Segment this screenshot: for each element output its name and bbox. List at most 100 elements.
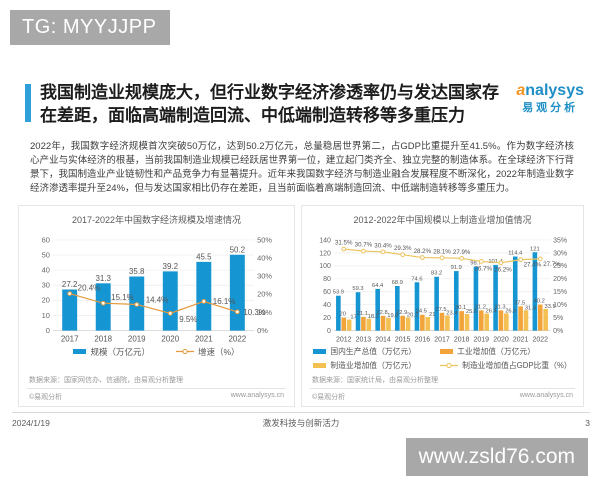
bar xyxy=(336,295,341,331)
x-axis-label: 2021 xyxy=(513,337,529,344)
bar xyxy=(414,282,420,331)
right-axis-tick: 25% xyxy=(553,263,567,270)
bar xyxy=(196,261,212,331)
bar-value-label: 31.2 xyxy=(475,304,486,310)
chart-source-digital-economy: 数据来源：国家网信办、信通院，由易观分析整理 xyxy=(27,371,286,389)
bar-value-label: 98.7 xyxy=(470,261,481,267)
x-axis-label: 2015 xyxy=(395,337,411,344)
bar-value-label: 83.2 xyxy=(431,271,442,277)
right-axis-tick: 5% xyxy=(553,315,563,322)
line-value-label: 26.2% xyxy=(494,267,512,274)
legend-label: 国内生产总值（万亿元） xyxy=(330,346,417,356)
x-axis-label: 2022 xyxy=(228,335,246,344)
legend-line-swatch xyxy=(440,362,459,368)
trend-line xyxy=(69,293,238,315)
left-axis-tick: 0 xyxy=(327,328,331,335)
right-axis-tick: 50% xyxy=(257,235,272,244)
tg-watermark-badge: TG: MYYJJPP xyxy=(10,10,171,45)
right-axis-tick: 20% xyxy=(257,290,272,299)
line-marker xyxy=(234,309,240,315)
line-marker xyxy=(459,256,465,261)
bar-value-label: 25.6 xyxy=(466,309,477,315)
line-marker xyxy=(478,259,484,264)
footer-page-number: 3 xyxy=(585,417,590,428)
legend-item: 国内生产总值（万亿元） xyxy=(313,346,416,357)
legend-label: 增速（%） xyxy=(197,346,240,357)
left-axis-tick: 80 xyxy=(323,276,331,283)
legend-label: 工业增加值（万亿元） xyxy=(457,346,536,356)
right-axis-tick: 35% xyxy=(553,237,567,244)
x-axis-label: 2018 xyxy=(94,335,112,344)
x-axis-label: 2013 xyxy=(356,337,372,344)
legend-label: 制造业增加值（万亿元） xyxy=(330,360,417,370)
x-axis-label: 2016 xyxy=(415,337,431,344)
bar xyxy=(380,315,386,331)
line-value-label: 15.1% xyxy=(111,293,134,302)
line-value-label: 30.7% xyxy=(355,242,373,249)
bar-value-label: 27.5 xyxy=(435,307,446,313)
legend-bar-swatch xyxy=(73,349,87,355)
right-axis-tick: 0% xyxy=(553,328,563,335)
left-axis-tick: 100 xyxy=(319,263,331,270)
bar-value-label: 27.2 xyxy=(62,280,78,289)
bar xyxy=(375,288,380,331)
left-axis-tick: 40 xyxy=(323,302,331,309)
url-watermark-badge: www.zsld76.com xyxy=(405,438,588,476)
chart-website-link[interactable]: www.analysys.cn xyxy=(519,391,573,399)
line-value-label: 27.4% xyxy=(524,262,542,269)
left-axis-tick: 0 xyxy=(46,326,50,335)
line-marker xyxy=(201,299,207,304)
right-axis-tick: 15% xyxy=(553,289,567,296)
bar xyxy=(493,265,498,331)
x-axis-label: 2018 xyxy=(454,337,470,344)
line-marker xyxy=(537,256,543,262)
bar xyxy=(439,312,445,331)
line-marker xyxy=(167,311,173,316)
bar xyxy=(425,317,431,331)
right-axis-tick: 0% xyxy=(257,326,268,335)
line-marker xyxy=(134,302,140,307)
bar-value-label: 53.9 xyxy=(333,290,344,296)
bar-value-label: 91.9 xyxy=(451,265,462,271)
right-axis-tick: 40% xyxy=(257,254,272,263)
legend-item: 制造业增加值（万亿元） xyxy=(313,360,416,371)
bar-value-label: 39.2 xyxy=(163,262,179,271)
bar xyxy=(445,315,450,331)
legend-item: 规模（万亿元） xyxy=(73,346,150,358)
line-value-label: 30.4% xyxy=(374,242,392,249)
footer-date: 2024/1/19 xyxy=(12,417,50,428)
bar-value-label: 74.6 xyxy=(411,276,422,282)
charts-row: 2017-2022年中国数字经济规模及增速情况 0 10 20 30 40 50 60 0% 1… xyxy=(18,205,584,407)
line-value-label: 14.4% xyxy=(146,296,169,305)
bar-value-label: 18.2 xyxy=(368,314,379,320)
bar xyxy=(400,315,405,331)
chart-title-digital-economy: 2017-2022年中国数字经济规模及增速情况 xyxy=(71,215,242,226)
bar-value-label: 23.4 xyxy=(446,311,458,317)
x-axis-label: 2020 xyxy=(493,337,509,344)
bar-value-label: 20.2 xyxy=(407,313,418,319)
bar xyxy=(366,318,372,331)
bar-value-label: 26.4 xyxy=(486,309,498,315)
line-value-label: 9.5% xyxy=(179,315,197,324)
left-axis-tick: 10 xyxy=(42,311,50,320)
line-marker xyxy=(67,291,73,297)
legend-label: 规模（万亿元） xyxy=(90,346,150,357)
bar xyxy=(484,313,489,331)
legend-item: 增速（%） xyxy=(175,346,240,358)
x-axis-label: 2020 xyxy=(161,335,179,344)
body-paragraph: 2022年，我国数字经济规模首次突破50万亿，达到50.2万亿元，总量稳居世界第… xyxy=(30,140,574,195)
bar-value-label: 35.8 xyxy=(129,267,145,276)
x-axis-label: 2014 xyxy=(375,337,391,344)
left-axis-tick: 50 xyxy=(42,251,50,260)
bar-value-label: 30.1 xyxy=(455,305,466,311)
bar xyxy=(473,266,479,331)
chart-website-link[interactable]: www.analysys.cn xyxy=(230,391,284,399)
bar xyxy=(512,256,518,331)
bar-value-label: 19.6 xyxy=(387,313,398,319)
line-value-label: 27.9% xyxy=(453,249,471,256)
chart-copyright: ©易观分析 xyxy=(312,393,346,401)
bar xyxy=(434,276,439,331)
manufacturing-chart: 0 20 40 60 80 100 120 140 0% 5% 10% 15% 20% 25% 30% 35%… xyxy=(319,237,567,344)
bar-value-label: 33.5 xyxy=(545,304,556,310)
